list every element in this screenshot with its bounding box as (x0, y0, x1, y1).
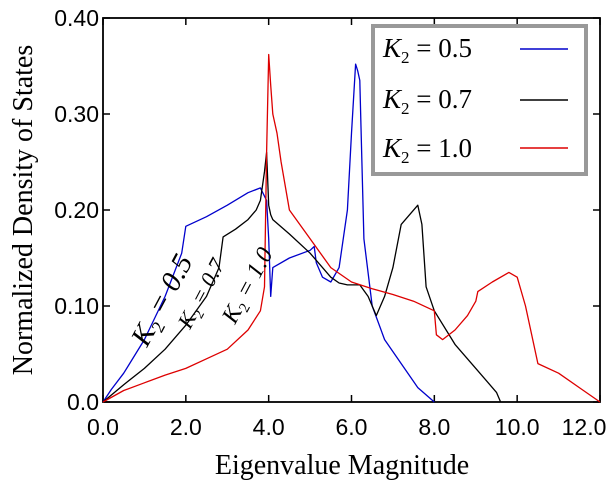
curve-label-2-rest: = 1.0 (228, 243, 278, 307)
x-tick-label: 0.0 (87, 414, 119, 440)
series-line-2 (102, 53, 601, 403)
y-tick-label: 0.0 (67, 389, 99, 415)
series-line-1 (102, 151, 502, 403)
legend-entry-1: K2 = 0.7 (382, 84, 568, 118)
legend-0-sub: 2 (401, 48, 410, 67)
legend-1-sub: 2 (401, 99, 410, 118)
legend-1-rest: = 0.7 (410, 84, 472, 114)
legend-entry-2: K2 = 1.0 (382, 133, 568, 167)
y-tick-label: 0.20 (54, 197, 99, 223)
legend: K2 = 0.5 K2 = 0.7 K2 = 1.0 (371, 24, 588, 176)
x-tick-label: 6.0 (336, 414, 368, 440)
x-axis-ticks: 0.0 2.0 4.0 6.0 8.0 10.0 12.0 (87, 18, 606, 440)
legend-0-main: K (382, 33, 403, 63)
legend-2-main: K (382, 133, 403, 163)
legend-2-rest: = 1.0 (410, 133, 472, 163)
svg-text:K2 = 1.0: K2 = 1.0 (382, 133, 472, 167)
svg-text:K2 = 0.5: K2 = 0.5 (382, 33, 472, 67)
x-tick-label: 10.0 (495, 414, 540, 440)
series-line-0 (102, 63, 435, 403)
legend-1-main: K (382, 84, 403, 114)
y-tick-label: 0.40 (54, 5, 99, 31)
x-tick-label: 12.0 (562, 414, 607, 440)
x-tick-label: 8.0 (418, 414, 450, 440)
svg-text:K2 = 0.7: K2 = 0.7 (382, 84, 472, 118)
legend-0-rest: = 0.5 (410, 33, 472, 63)
y-axis-ticks: 0.0 0.10 0.20 0.30 0.40 (54, 5, 600, 415)
legend-entry-0: K2 = 0.5 (382, 33, 568, 67)
legend-2-sub: 2 (401, 148, 410, 167)
y-tick-label: 0.30 (54, 101, 99, 127)
x-axis-title: Eigenvalue Magnitude (215, 450, 469, 481)
y-tick-label: 0.10 (54, 293, 99, 319)
series-layer (102, 53, 601, 403)
x-tick-label: 2.0 (170, 414, 202, 440)
x-tick-label: 4.0 (253, 414, 285, 440)
y-axis-title: Normalized Density of States (8, 45, 39, 375)
